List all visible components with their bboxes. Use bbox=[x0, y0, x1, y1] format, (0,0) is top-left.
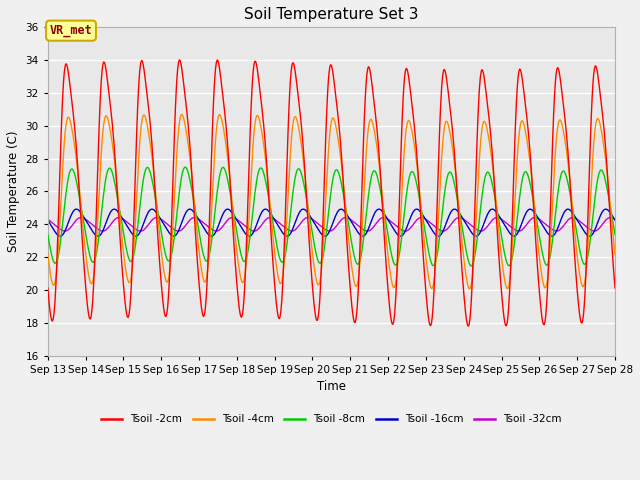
Y-axis label: Soil Temperature (C): Soil Temperature (C) bbox=[7, 131, 20, 252]
Legend: Tsoil -2cm, Tsoil -4cm, Tsoil -8cm, Tsoil -16cm, Tsoil -32cm: Tsoil -2cm, Tsoil -4cm, Tsoil -8cm, Tsoi… bbox=[97, 410, 566, 429]
X-axis label: Time: Time bbox=[317, 380, 346, 393]
Title: Soil Temperature Set 3: Soil Temperature Set 3 bbox=[244, 7, 419, 22]
Text: VR_met: VR_met bbox=[50, 24, 92, 37]
